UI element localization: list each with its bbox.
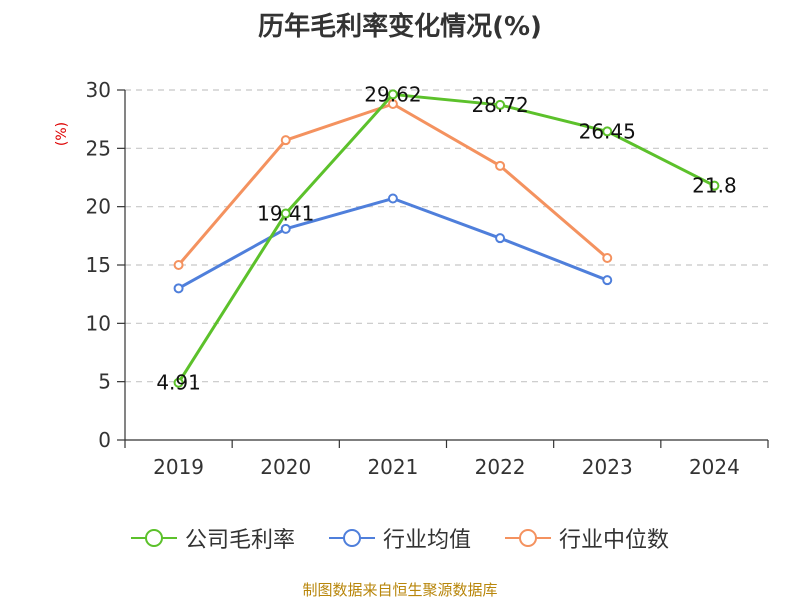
x-tick-label-2023: 2023 <box>582 455 633 479</box>
x-tick-label-2020: 2020 <box>260 455 311 479</box>
data-point-s1-2023 <box>602 275 613 286</box>
legend-swatch-industry-median <box>505 529 551 547</box>
data-point-s1-2019 <box>173 283 184 294</box>
legend-swatch-company <box>130 529 177 547</box>
legend-swatch-industry-mean <box>328 529 375 547</box>
data-point-s0-2021 <box>387 89 398 100</box>
legend-label-industry-mean: 行业均值 <box>382 528 471 553</box>
series-line-1 <box>177 197 608 290</box>
data-point-s0-2022 <box>495 99 506 110</box>
data-label-2020: 19.41 <box>257 202 314 226</box>
data-point-s0-2024 <box>709 180 720 191</box>
legend-item-industry-median[interactable]: 行业中位数 <box>505 522 669 554</box>
data-point-s0-2023 <box>602 126 613 137</box>
legend-label-company: 公司毛利率 <box>184 528 295 553</box>
data-source-note: 制图数据来自恒生聚源数据库 <box>302 581 498 599</box>
data-point-s2-2019 <box>173 260 184 270</box>
data-label-2021: 29.62 <box>364 82 421 106</box>
y-tick-label-25: 25 <box>86 136 111 160</box>
y-tick-label-5: 5 <box>98 370 111 394</box>
data-label-2019: 4.91 <box>156 371 201 395</box>
legend-item-company[interactable]: 公司毛利率 <box>130 522 295 554</box>
y-tick-label-15: 15 <box>86 253 111 277</box>
series-line-0 <box>177 92 716 384</box>
data-point-s1-2021 <box>387 193 398 204</box>
x-tick-label-2022: 2022 <box>475 455 526 479</box>
data-point-s2-2022 <box>495 160 506 171</box>
data-point-s2-2020 <box>280 135 291 146</box>
series-line-2 <box>177 102 609 266</box>
legend-label-industry-median: 行业中位数 <box>559 528 670 553</box>
legend-item-industry-mean[interactable]: 行业均值 <box>328 522 471 554</box>
y-tick-label-10: 10 <box>86 311 111 335</box>
y-tick-label-30: 30 <box>86 78 111 102</box>
data-point-s1-2020 <box>280 223 291 234</box>
x-tick-label-2024: 2024 <box>689 455 740 479</box>
data-point-s0-2019 <box>173 377 184 388</box>
data-point-s2-2023 <box>602 253 613 263</box>
x-tick-label-2021: 2021 <box>367 455 418 479</box>
data-point-s1-2022 <box>495 233 506 244</box>
data-label-2022: 28.72 <box>471 93 528 117</box>
y-tick-label-0: 0 <box>98 428 111 452</box>
data-point-s0-2020 <box>280 208 291 219</box>
legend: 公司毛利率 行业均值 行业中位数 <box>0 522 800 554</box>
data-point-s2-2021 <box>387 99 398 109</box>
y-tick-label-20: 20 <box>86 195 111 219</box>
data-label-2024: 21.8 <box>692 174 737 198</box>
x-tick-label-2019: 2019 <box>153 455 204 479</box>
chart-title: 历年毛利率变化情况(%) <box>258 12 542 42</box>
data-label-2023: 26.45 <box>579 119 636 143</box>
